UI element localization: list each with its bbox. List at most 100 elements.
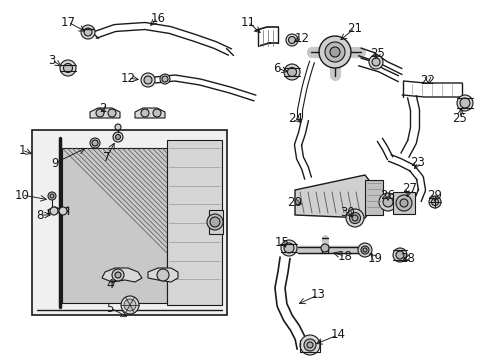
Text: 1: 1 <box>18 144 26 157</box>
Circle shape <box>395 195 411 211</box>
Text: 10: 10 <box>15 189 29 202</box>
Circle shape <box>284 64 299 80</box>
Text: 12: 12 <box>120 72 135 85</box>
Text: 29: 29 <box>427 189 442 202</box>
Bar <box>208 210 223 234</box>
Circle shape <box>59 207 67 215</box>
Circle shape <box>360 246 368 254</box>
Circle shape <box>318 36 350 68</box>
Circle shape <box>382 197 392 207</box>
Circle shape <box>428 196 440 208</box>
Bar <box>32 130 226 315</box>
Circle shape <box>96 109 104 117</box>
Circle shape <box>84 28 92 36</box>
Text: 2: 2 <box>99 102 106 114</box>
Circle shape <box>50 207 58 215</box>
Circle shape <box>141 73 155 87</box>
Circle shape <box>115 272 121 278</box>
Circle shape <box>349 212 360 224</box>
Circle shape <box>329 47 339 57</box>
Circle shape <box>299 335 319 355</box>
Bar <box>364 180 382 215</box>
Circle shape <box>115 135 120 140</box>
Circle shape <box>351 215 357 221</box>
Circle shape <box>459 98 469 108</box>
Text: 17: 17 <box>61 15 75 28</box>
Circle shape <box>162 76 168 82</box>
Circle shape <box>115 124 121 130</box>
Text: 11: 11 <box>240 15 255 28</box>
Circle shape <box>378 193 396 211</box>
Circle shape <box>287 68 296 77</box>
Text: 25: 25 <box>370 46 385 59</box>
Text: 25: 25 <box>451 112 467 125</box>
Circle shape <box>430 198 438 206</box>
Text: 24: 24 <box>288 112 303 125</box>
Text: 9: 9 <box>51 157 59 170</box>
Text: 19: 19 <box>367 252 382 265</box>
Circle shape <box>325 42 345 62</box>
Circle shape <box>113 132 123 142</box>
Polygon shape <box>148 268 178 282</box>
Polygon shape <box>102 268 142 282</box>
Text: 27: 27 <box>402 181 417 194</box>
Circle shape <box>362 248 366 252</box>
Circle shape <box>81 25 95 39</box>
Circle shape <box>48 192 56 200</box>
Text: 16: 16 <box>150 12 165 24</box>
Text: 5: 5 <box>106 302 113 315</box>
Text: 4: 4 <box>106 279 114 292</box>
Circle shape <box>357 243 371 257</box>
Polygon shape <box>90 108 120 118</box>
Circle shape <box>392 248 406 262</box>
Text: 7: 7 <box>103 150 110 163</box>
Circle shape <box>281 240 296 256</box>
Circle shape <box>160 74 170 84</box>
Circle shape <box>157 269 169 281</box>
Bar <box>167 140 222 305</box>
Circle shape <box>209 217 220 227</box>
Text: 8: 8 <box>36 208 43 221</box>
Circle shape <box>284 243 293 253</box>
Circle shape <box>124 299 136 311</box>
Polygon shape <box>135 108 164 118</box>
Circle shape <box>346 209 363 227</box>
Bar <box>62 148 167 303</box>
Circle shape <box>112 269 124 281</box>
Circle shape <box>63 63 72 72</box>
Circle shape <box>50 194 54 198</box>
Circle shape <box>285 34 297 46</box>
Text: 12: 12 <box>294 32 309 45</box>
Circle shape <box>60 60 76 76</box>
Circle shape <box>395 251 403 259</box>
Circle shape <box>206 214 223 230</box>
Text: 22: 22 <box>420 73 435 86</box>
Circle shape <box>90 138 100 148</box>
Text: 21: 21 <box>347 22 362 35</box>
Circle shape <box>143 76 152 84</box>
Circle shape <box>368 55 382 69</box>
Text: 28: 28 <box>400 252 415 265</box>
Circle shape <box>92 140 98 146</box>
Circle shape <box>371 58 379 66</box>
Circle shape <box>399 199 407 207</box>
Bar <box>392 192 414 214</box>
Circle shape <box>288 36 295 44</box>
Text: 14: 14 <box>330 328 345 342</box>
Text: 23: 23 <box>410 156 425 168</box>
Circle shape <box>141 109 149 117</box>
Text: 30: 30 <box>340 206 355 219</box>
Text: 18: 18 <box>337 249 352 262</box>
Circle shape <box>153 109 161 117</box>
Circle shape <box>121 296 139 314</box>
Polygon shape <box>294 175 374 218</box>
Circle shape <box>304 339 315 351</box>
Text: 3: 3 <box>48 54 56 67</box>
Circle shape <box>108 109 116 117</box>
Circle shape <box>306 342 312 348</box>
Text: 26: 26 <box>380 189 395 202</box>
Circle shape <box>456 95 472 111</box>
Text: 15: 15 <box>274 235 289 248</box>
Circle shape <box>320 244 328 252</box>
Text: 6: 6 <box>273 62 280 75</box>
